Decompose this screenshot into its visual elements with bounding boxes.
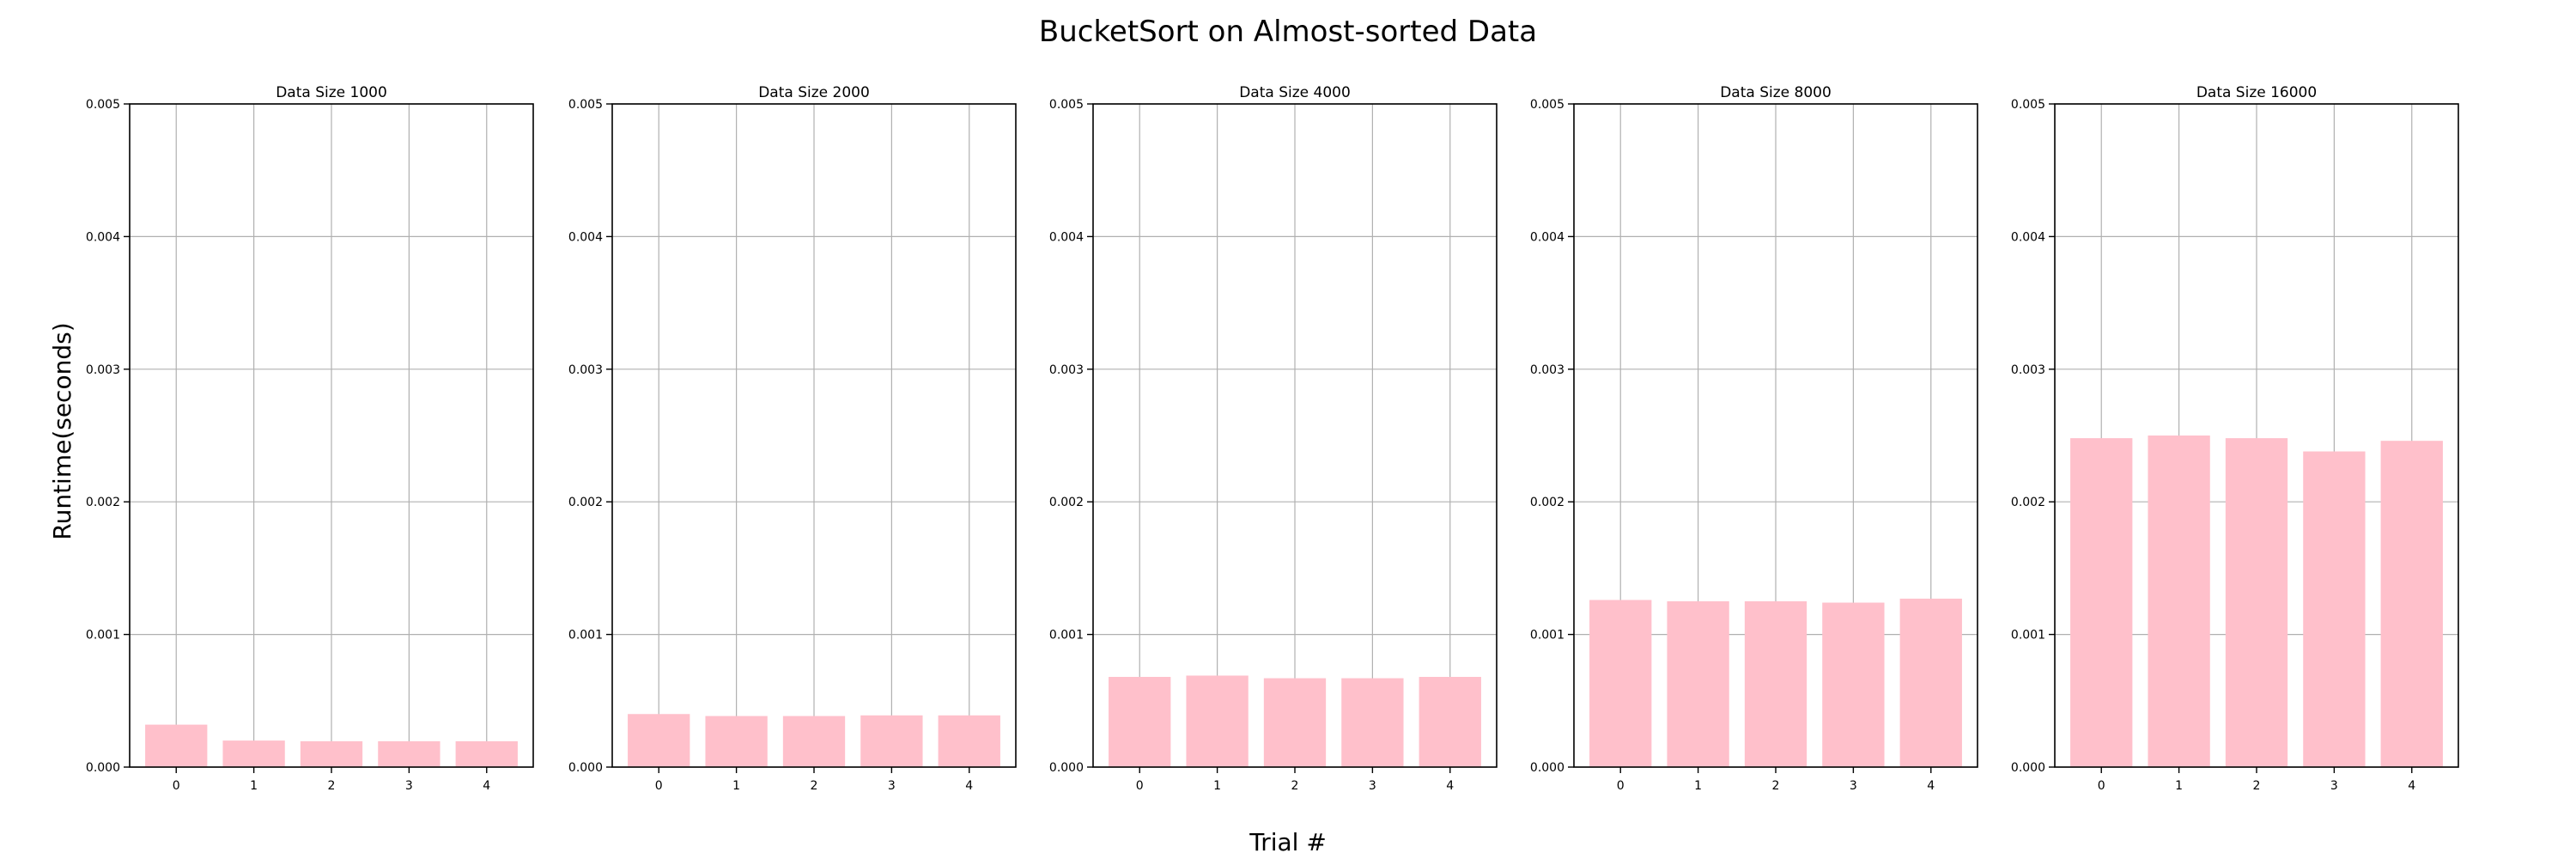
bar-trial-1 xyxy=(705,716,768,767)
subplot-4: 0.000 0.001 0.002 0.003 0.004 0.005 0 1 2 3 4 Data … xyxy=(2011,84,2459,793)
bar-trial-3 xyxy=(378,740,440,767)
y-tick-label: 0.000 xyxy=(1530,761,1564,775)
y-tick-label: 0.002 xyxy=(2011,496,2045,509)
bar-trial-0 xyxy=(1109,677,1171,767)
subplot-title: Data Size 8000 xyxy=(1720,84,1832,101)
figure-xlabel: Trial # xyxy=(1249,828,1327,856)
x-tick-label: 4 xyxy=(1446,779,1454,793)
subplot-0: 0.000 0.001 0.002 0.003 0.004 0.005 0 1 2 3 4 Data … xyxy=(86,84,534,793)
y-tick-label: 0.005 xyxy=(86,98,120,112)
bar-trial-2 xyxy=(782,716,846,767)
bar-trial-2 xyxy=(2225,438,2288,767)
subplot-1: 0.000 0.001 0.002 0.003 0.004 0.005 0 1 2 3 4 Data … xyxy=(568,84,1017,793)
x-tick-label: 0 xyxy=(173,779,180,793)
bar-trial-1 xyxy=(2148,436,2210,767)
x-tick-label: 2 xyxy=(811,779,818,793)
y-tick-label: 0.005 xyxy=(2011,98,2045,112)
bar-trial-2 xyxy=(1263,678,1327,767)
bar-trial-2 xyxy=(300,740,363,767)
y-tick-label: 0.000 xyxy=(568,761,603,775)
y-tick-label: 0.001 xyxy=(568,629,603,643)
x-tick-label: 3 xyxy=(1369,779,1376,793)
figure-ylabel: Runtime(seconds) xyxy=(48,322,76,539)
y-tick-label: 0.001 xyxy=(2011,629,2045,643)
figure-title: BucketSort on Almost-sorted Data xyxy=(1039,15,1537,49)
y-tick-label: 0.003 xyxy=(1530,363,1564,377)
x-tick-label: 0 xyxy=(1617,779,1625,793)
x-tick-label: 3 xyxy=(1850,779,1857,793)
x-tick-label: 1 xyxy=(250,779,258,793)
y-tick-label: 0.003 xyxy=(2011,363,2045,377)
subplot-title: Data Size 4000 xyxy=(1239,84,1351,101)
y-tick-label: 0.001 xyxy=(86,629,120,643)
x-tick-label: 2 xyxy=(1291,779,1299,793)
y-tick-label: 0.001 xyxy=(1530,629,1564,643)
y-tick-label: 0.000 xyxy=(2011,761,2045,775)
bar-trial-1 xyxy=(222,740,285,767)
x-tick-label: 2 xyxy=(1772,779,1780,793)
subplot-3: 0.000 0.001 0.002 0.003 0.004 0.005 0 1 2 3 4 Data … xyxy=(1530,84,1978,793)
bar-trial-4 xyxy=(938,715,1000,767)
bar-trial-0 xyxy=(2070,438,2133,767)
y-tick-label: 0.003 xyxy=(568,363,603,377)
y-tick-label: 0.002 xyxy=(1049,496,1084,509)
y-tick-label: 0.003 xyxy=(86,363,120,377)
x-tick-label: 3 xyxy=(888,779,896,793)
subplot-title: Data Size 2000 xyxy=(758,84,870,101)
x-tick-label: 1 xyxy=(732,779,740,793)
bar-trial-3 xyxy=(2303,451,2366,767)
x-tick-label: 0 xyxy=(655,779,663,793)
bar-trial-2 xyxy=(1744,601,1807,767)
y-tick-label: 0.004 xyxy=(2011,230,2045,244)
y-tick-label: 0.004 xyxy=(1530,230,1564,244)
y-tick-label: 0.002 xyxy=(1530,496,1564,509)
subplots: 0.000 0.001 0.002 0.003 0.004 0.005 0 1 2 3 4 Data … xyxy=(86,84,2459,793)
y-tick-label: 0.002 xyxy=(568,496,603,509)
bar-trial-1 xyxy=(1667,601,1729,767)
bar-trial-1 xyxy=(1186,675,1249,767)
x-tick-label: 0 xyxy=(1136,779,1144,793)
y-tick-label: 0.004 xyxy=(568,230,603,244)
x-tick-label: 2 xyxy=(328,779,336,793)
bar-trial-3 xyxy=(1341,678,1404,767)
y-tick-label: 0.000 xyxy=(86,761,120,775)
x-tick-label: 1 xyxy=(2175,779,2183,793)
x-tick-label: 3 xyxy=(405,779,413,793)
x-tick-label: 0 xyxy=(2098,779,2105,793)
bar-trial-4 xyxy=(2380,441,2443,767)
bar-trial-3 xyxy=(1822,602,1885,767)
y-tick-label: 0.003 xyxy=(1049,363,1084,377)
x-tick-label: 4 xyxy=(2408,779,2415,793)
bar-trial-3 xyxy=(860,715,923,767)
y-tick-label: 0.000 xyxy=(1049,761,1084,775)
bar-trial-0 xyxy=(628,714,690,767)
bar-trial-0 xyxy=(145,724,208,767)
y-tick-label: 0.002 xyxy=(86,496,120,509)
x-tick-label: 4 xyxy=(965,779,973,793)
subplot-title: Data Size 16000 xyxy=(2196,84,2317,101)
bar-trial-4 xyxy=(455,740,518,767)
y-tick-label: 0.005 xyxy=(568,98,603,112)
bar-trial-4 xyxy=(1419,677,1481,767)
bar-trial-0 xyxy=(1589,600,1652,767)
y-tick-label: 0.001 xyxy=(1049,629,1084,643)
bar-trial-4 xyxy=(1899,598,1962,767)
x-tick-label: 1 xyxy=(1213,779,1221,793)
y-tick-label: 0.004 xyxy=(86,230,120,244)
x-tick-label: 4 xyxy=(1927,779,1935,793)
y-tick-label: 0.004 xyxy=(1049,230,1084,244)
y-tick-label: 0.005 xyxy=(1049,98,1084,112)
x-tick-label: 2 xyxy=(2253,779,2261,793)
x-tick-label: 4 xyxy=(483,779,490,793)
subplot-2: 0.000 0.001 0.002 0.003 0.004 0.005 0 1 2 3 4 Data … xyxy=(1049,84,1498,793)
y-tick-label: 0.005 xyxy=(1530,98,1564,112)
x-tick-label: 1 xyxy=(1694,779,1702,793)
x-tick-label: 3 xyxy=(2330,779,2338,793)
subplot-title: Data Size 1000 xyxy=(276,84,387,101)
